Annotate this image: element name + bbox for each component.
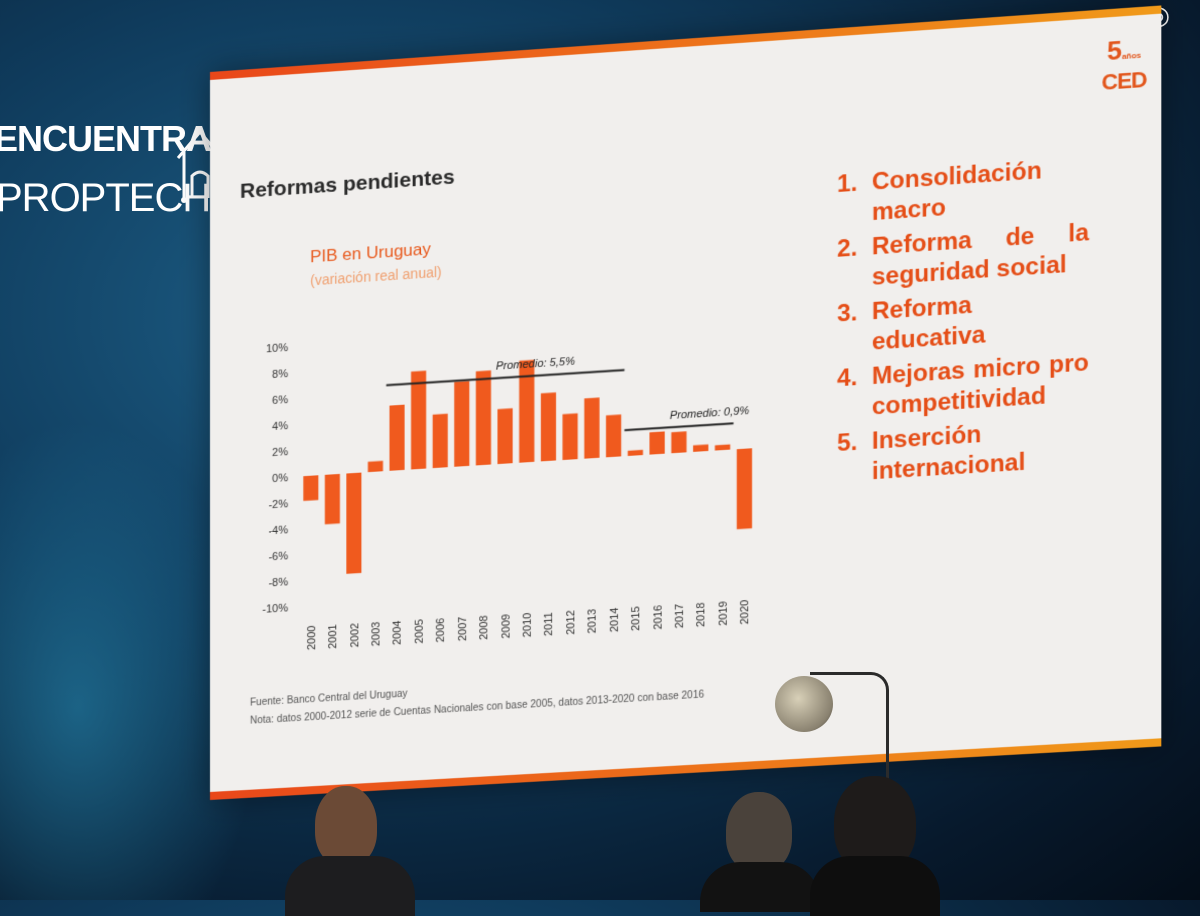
x-tick-label: 2009: [500, 614, 512, 639]
x-tick-label: 2000: [306, 625, 318, 650]
bar-2008: [476, 370, 491, 465]
y-tick-label: 8%: [272, 368, 288, 381]
x-tick-label: 2003: [370, 621, 382, 646]
reform-list: 1. Consolidación macro 2. Reforma de la seg…: [837, 153, 1089, 494]
x-tick-label: 2010: [522, 612, 534, 637]
reform-number: 4.: [837, 362, 872, 425]
reform-item: 4. Mejoras micro pro competitividad: [837, 348, 1089, 425]
x-tick-label: 2001: [327, 624, 339, 649]
bar-2015: [628, 450, 643, 456]
bar-2006: [433, 414, 448, 468]
reform-number: 2.: [837, 232, 872, 295]
reform-text: Reforma de la seguridad social: [872, 218, 1089, 293]
y-tick-label: 6%: [272, 394, 288, 407]
bar-2005: [411, 371, 426, 470]
reform-item: 3. Reforma educativa: [837, 283, 1089, 360]
x-tick-label: 2006: [435, 617, 447, 642]
reform-text: Inserción internacional: [872, 413, 1089, 487]
x-tick-label: 2015: [630, 606, 642, 631]
bar-2002: [346, 473, 361, 574]
bar-2017: [671, 431, 686, 453]
x-tick-label: 2018: [696, 602, 708, 627]
x-tick-label: 2002: [349, 623, 361, 648]
chart-title: PIB en Uruguay: [310, 239, 431, 267]
bar-2007: [454, 381, 469, 467]
x-tick-label: 2014: [609, 607, 621, 632]
x-tick-label: 2004: [392, 620, 404, 645]
bar-2004: [389, 405, 404, 471]
average-label: Promedio: 0,9%: [670, 405, 750, 422]
reform-item: 1. Consolidación macro: [837, 153, 1089, 231]
x-tick-label: 2011: [543, 612, 555, 637]
reform-text: Consolidación macro: [872, 153, 1089, 228]
gdp-bar-chart: 10% 8% 6% 4% 2% 0% -2% -4% -6% -8% -10% 2000 2001 200…: [220, 276, 766, 732]
y-tick-label: -6%: [269, 550, 289, 563]
x-tick-label: 2019: [717, 601, 729, 626]
bar-2020: [737, 448, 752, 529]
bar-2014: [606, 414, 621, 457]
y-tick-label: -8%: [269, 576, 289, 589]
y-tick-label: 10%: [266, 342, 288, 355]
bar-2009: [498, 408, 513, 464]
reform-text: Reforma educativa: [872, 283, 1089, 358]
average-line: [624, 423, 733, 430]
reform-item: 2. Reforma de la seguridad social: [837, 218, 1089, 295]
x-tick-label: 2017: [674, 603, 686, 628]
y-tick-label: -2%: [269, 498, 289, 511]
average-label: Promedio: 5,5%: [496, 356, 575, 373]
reform-number: 5.: [837, 427, 872, 490]
y-tick-label: 0%: [272, 472, 288, 485]
bar-2000: [303, 475, 318, 501]
y-tick-label: 4%: [272, 420, 288, 433]
chart-subtitle: (variación real anual): [310, 264, 442, 289]
x-tick-label: 2020: [739, 599, 751, 624]
bar-2018: [693, 444, 708, 452]
bar-2011: [541, 392, 556, 461]
bar-2003: [368, 461, 383, 472]
y-tick-label: -4%: [269, 524, 289, 537]
x-tick-label: 2005: [414, 619, 426, 644]
bar-2013: [584, 398, 599, 459]
presentation-slide: 5años CED Reformas pendientes PIB en Uru…: [210, 5, 1161, 800]
lamp-head: [775, 676, 833, 732]
x-tick-label: 2007: [457, 616, 469, 641]
x-tick-label: 2016: [652, 605, 664, 630]
y-tick-label: -10%: [262, 602, 288, 616]
reform-text: Mejoras micro pro competitividad: [872, 348, 1089, 423]
x-tick-label: 2013: [587, 608, 599, 633]
bar-2012: [563, 413, 578, 460]
slide-title: Reformas pendientes: [240, 165, 455, 204]
bar-2001: [325, 474, 340, 524]
x-tick-label: 2012: [565, 610, 577, 635]
slide-top-bar: [210, 5, 1161, 80]
bar-2019: [715, 444, 730, 450]
x-tick-label: 2008: [478, 615, 490, 640]
bar-2016: [650, 431, 665, 454]
y-tick-label: 2%: [272, 446, 288, 459]
reform-number: 1.: [837, 167, 872, 230]
ced-logo: 5años CED: [1101, 35, 1147, 94]
reform-number: 3.: [837, 297, 872, 360]
reform-item: 5. Inserción internacional: [837, 413, 1089, 489]
